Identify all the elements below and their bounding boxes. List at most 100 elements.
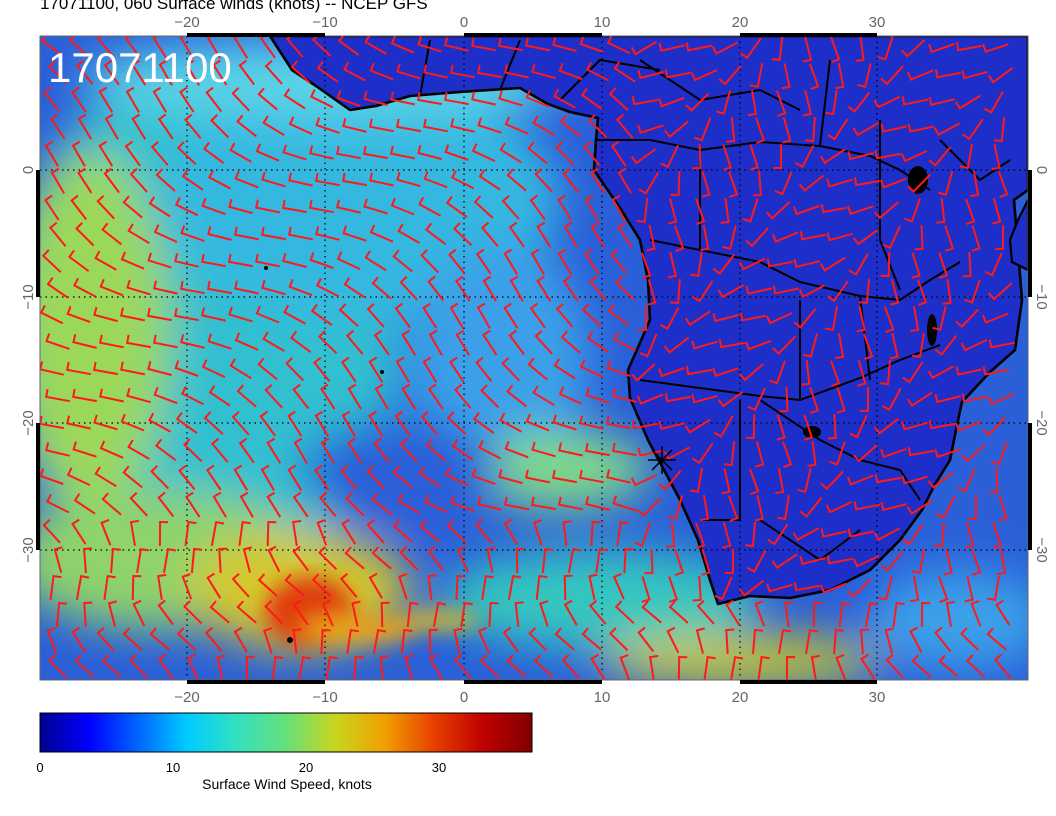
- wind-barb: [363, 145, 388, 160]
- wind-barb: [631, 363, 656, 382]
- wind-barb: [427, 574, 437, 601]
- wind-barb: [147, 361, 172, 376]
- wind-barb: [399, 546, 419, 571]
- wind-barb: [72, 388, 97, 403]
- wind-barb: [724, 548, 735, 575]
- wind-barb: [784, 600, 794, 628]
- wind-barb: [120, 361, 145, 376]
- wind-barb: [531, 496, 556, 511]
- wind-barb: [527, 357, 548, 381]
- wind-barb: [50, 167, 65, 194]
- wind-barb: [153, 224, 178, 243]
- bottom-lon-label: 20: [732, 689, 749, 706]
- wind-barb: [595, 547, 608, 574]
- wind-barb: [853, 177, 880, 187]
- wind-barb: [498, 90, 523, 107]
- wind-barb: [684, 310, 711, 327]
- wind-barb: [418, 196, 441, 217]
- wind-barb: [176, 141, 197, 165]
- wind-barb: [129, 519, 140, 546]
- wind-barb: [766, 258, 793, 268]
- wind-barb: [471, 143, 496, 163]
- wind-barb: [954, 94, 981, 110]
- wind-barb: [606, 360, 631, 378]
- wind-barb: [775, 468, 785, 495]
- wind-barb: [471, 468, 496, 486]
- wind-barb: [336, 145, 361, 160]
- wind-barb: [44, 194, 60, 221]
- wind-barb: [208, 169, 232, 190]
- colorbar-tick: 10: [166, 760, 180, 775]
- wind-barb: [772, 285, 799, 295]
- wind-barb: [912, 332, 925, 359]
- wind-barb: [236, 114, 258, 138]
- wind-barb: [506, 654, 527, 678]
- wind-barb: [934, 393, 961, 404]
- wind-barb: [659, 306, 680, 330]
- wind-barb: [824, 306, 839, 331]
- wind-barb: [371, 492, 393, 516]
- wind-barb: [320, 628, 331, 655]
- wind-barb: [509, 275, 524, 302]
- wind-barb: [927, 472, 954, 489]
- wind-barb: [927, 365, 954, 380]
- wind-barb: [471, 91, 496, 106]
- wind-barb: [285, 36, 304, 58]
- wind-barb: [810, 654, 821, 680]
- wind-barb: [455, 329, 470, 356]
- wind-barb: [103, 59, 120, 86]
- wind-barb: [321, 599, 334, 627]
- wind-barb: [498, 468, 523, 485]
- wind-barb: [563, 599, 578, 626]
- colorbar-tick: 30: [432, 760, 446, 775]
- wind-barb: [292, 519, 302, 547]
- wind-barb: [907, 173, 932, 194]
- wind-barb: [314, 464, 330, 491]
- wind-barb: [284, 573, 305, 597]
- wind-barb: [478, 439, 502, 460]
- wind-barb: [425, 438, 446, 462]
- wind-barb: [907, 447, 934, 457]
- wind-barb: [533, 654, 554, 678]
- wind-barb: [579, 36, 604, 53]
- wind-barb: [847, 578, 872, 599]
- wind-barb: [612, 442, 637, 457]
- wind-barb: [827, 413, 837, 440]
- wind-barb: [316, 519, 328, 546]
- wind-barb: [803, 414, 814, 441]
- wind-barb: [371, 546, 392, 570]
- wind-barb: [807, 440, 817, 467]
- wind-barb: [587, 114, 608, 139]
- wind-barb: [503, 302, 519, 329]
- wind-barb: [993, 653, 1012, 679]
- wind-barb: [995, 599, 1011, 626]
- wind-barb: [838, 601, 851, 628]
- wind-barb: [282, 253, 307, 268]
- wind-barb: [799, 555, 826, 566]
- wind-barb: [287, 410, 303, 437]
- wind-barb: [525, 37, 550, 52]
- wind-barb: [122, 465, 143, 489]
- wind-barb: [827, 118, 849, 141]
- wind-barb: [126, 279, 151, 296]
- wind-barb: [390, 197, 415, 216]
- wind-barb: [44, 140, 59, 167]
- wind-barb: [992, 522, 1003, 549]
- wind-barbs: [40, 36, 1015, 680]
- wind-barb: [366, 302, 385, 328]
- wind-barb: [501, 357, 521, 382]
- wind-barb: [658, 470, 682, 491]
- wind-barb: [212, 491, 227, 518]
- wind-barb: [313, 356, 331, 383]
- wind-barb: [563, 574, 573, 601]
- wind-barb: [372, 629, 387, 654]
- wind-barb: [131, 59, 147, 86]
- wind-barb: [585, 61, 610, 82]
- wind-barb: [934, 448, 961, 459]
- wind-barb: [880, 448, 907, 459]
- wind-barb: [612, 495, 637, 512]
- wind-barb: [150, 465, 170, 490]
- wind-barb: [934, 626, 952, 653]
- wind-barb: [371, 276, 392, 300]
